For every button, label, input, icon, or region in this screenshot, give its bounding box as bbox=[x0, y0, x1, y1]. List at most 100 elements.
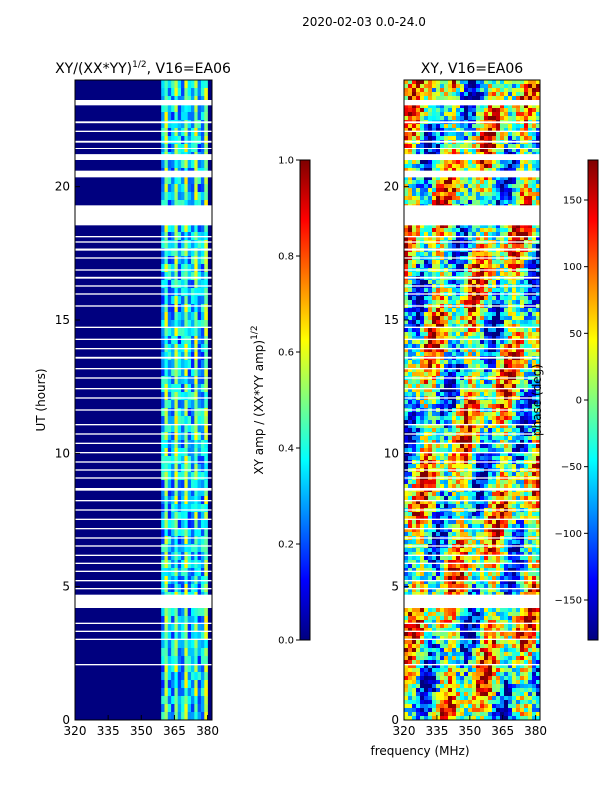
phase-cell bbox=[532, 316, 537, 321]
amplitude-cell bbox=[200, 688, 205, 697]
phase-cell bbox=[444, 416, 449, 421]
phase-cell bbox=[448, 340, 453, 345]
phase-cell bbox=[460, 136, 465, 141]
phase-cell bbox=[516, 448, 521, 453]
amplitude-cell bbox=[181, 368, 185, 377]
amplitude-cell bbox=[174, 440, 179, 449]
phase-cell bbox=[404, 280, 409, 285]
phase-cell bbox=[516, 340, 521, 345]
phase-cell bbox=[472, 108, 477, 113]
amplitude-cell bbox=[174, 520, 179, 529]
phase-cell bbox=[420, 192, 425, 197]
phase-cell bbox=[404, 428, 409, 433]
phase-cell bbox=[428, 348, 433, 353]
phase-cell bbox=[516, 312, 521, 317]
phase-cell bbox=[408, 88, 413, 93]
flagged-row bbox=[75, 469, 212, 471]
phase-cell bbox=[480, 348, 485, 353]
phase-cell bbox=[464, 520, 469, 525]
phase-cell bbox=[508, 260, 513, 265]
amplitude-cell bbox=[187, 480, 192, 489]
phase-cell bbox=[448, 324, 453, 329]
amplitude-cell bbox=[184, 664, 188, 673]
phase-cell bbox=[520, 428, 525, 433]
phase-cell bbox=[496, 328, 501, 333]
phase-cell bbox=[428, 480, 433, 485]
phase-cell bbox=[468, 328, 473, 333]
phase-cell bbox=[460, 436, 465, 441]
phase-cell bbox=[420, 236, 425, 241]
amplitude-cell bbox=[191, 656, 195, 665]
phase-cell bbox=[460, 132, 465, 137]
phase-cell bbox=[452, 116, 457, 121]
phase-cell bbox=[496, 128, 501, 133]
phase-cell bbox=[484, 500, 489, 505]
phase-cell bbox=[524, 392, 529, 397]
phase-cell bbox=[528, 312, 533, 317]
phase-cell bbox=[476, 456, 481, 461]
phase-cell bbox=[456, 440, 461, 445]
phase-cell bbox=[432, 124, 437, 129]
amplitude-cell bbox=[204, 368, 208, 377]
phase-cell bbox=[468, 144, 473, 149]
phase-cell bbox=[440, 380, 445, 385]
phase-cell bbox=[516, 116, 521, 121]
phase-cell bbox=[480, 384, 485, 389]
phase-cell bbox=[464, 180, 469, 185]
amplitude-cell bbox=[197, 112, 202, 121]
amplitude-cell bbox=[197, 280, 202, 289]
phase-cell bbox=[432, 360, 437, 365]
amplitude-cell bbox=[191, 112, 195, 121]
phase-cell bbox=[524, 516, 529, 521]
phase-cell bbox=[528, 320, 533, 325]
phase-cell bbox=[428, 332, 433, 337]
amplitude-cell bbox=[187, 696, 192, 705]
phase-cell bbox=[440, 464, 445, 469]
phase-cell bbox=[428, 412, 433, 417]
phase-cell bbox=[468, 336, 473, 341]
phase-cell bbox=[496, 224, 501, 229]
amplitude-cell bbox=[174, 280, 179, 289]
phase-cell bbox=[456, 420, 461, 425]
phase-cell bbox=[472, 364, 477, 369]
amplitude-cell bbox=[184, 432, 188, 441]
phase-cell bbox=[484, 104, 489, 109]
phase-cell bbox=[496, 320, 501, 325]
amplitude-colorbar-label-sup: 1/2 bbox=[250, 325, 260, 339]
phase-cell bbox=[500, 448, 505, 453]
phase-cell bbox=[404, 176, 409, 181]
phase-cell bbox=[500, 440, 505, 445]
amplitude-cell bbox=[161, 480, 165, 489]
phase-cell bbox=[500, 236, 505, 241]
phase-cell bbox=[428, 108, 433, 113]
phase-cell bbox=[484, 116, 489, 121]
amplitude-cell bbox=[204, 616, 208, 625]
amplitude-cell bbox=[171, 112, 175, 121]
phase-cell bbox=[504, 504, 509, 509]
amplitude-cell bbox=[174, 264, 179, 273]
flagged-row bbox=[75, 285, 212, 287]
amplitude-cell bbox=[194, 704, 198, 713]
amplitude-cell bbox=[167, 288, 172, 297]
amplitude-cell bbox=[184, 112, 188, 121]
amplitude-cell bbox=[194, 424, 198, 433]
phase-cell bbox=[420, 428, 425, 433]
amplitude-cell bbox=[167, 664, 172, 673]
phase-cell bbox=[456, 92, 461, 97]
phase-cell bbox=[472, 148, 477, 153]
amplitude-cell bbox=[177, 328, 182, 337]
amplitude-cell bbox=[197, 608, 202, 617]
phase-cell bbox=[460, 480, 465, 485]
phase-cell bbox=[416, 128, 421, 133]
amplitude-cell bbox=[191, 280, 195, 289]
phase-cell bbox=[532, 128, 537, 133]
phase-cell bbox=[512, 92, 517, 97]
phase-cell bbox=[496, 512, 501, 517]
amplitude-cell bbox=[177, 688, 182, 697]
phase-cell bbox=[460, 412, 465, 417]
phase-cell bbox=[528, 452, 533, 457]
amplitude-cell bbox=[200, 256, 205, 265]
amplitude-cell bbox=[171, 520, 175, 529]
phase-cell bbox=[472, 144, 477, 149]
amplitude-cell bbox=[204, 128, 208, 137]
